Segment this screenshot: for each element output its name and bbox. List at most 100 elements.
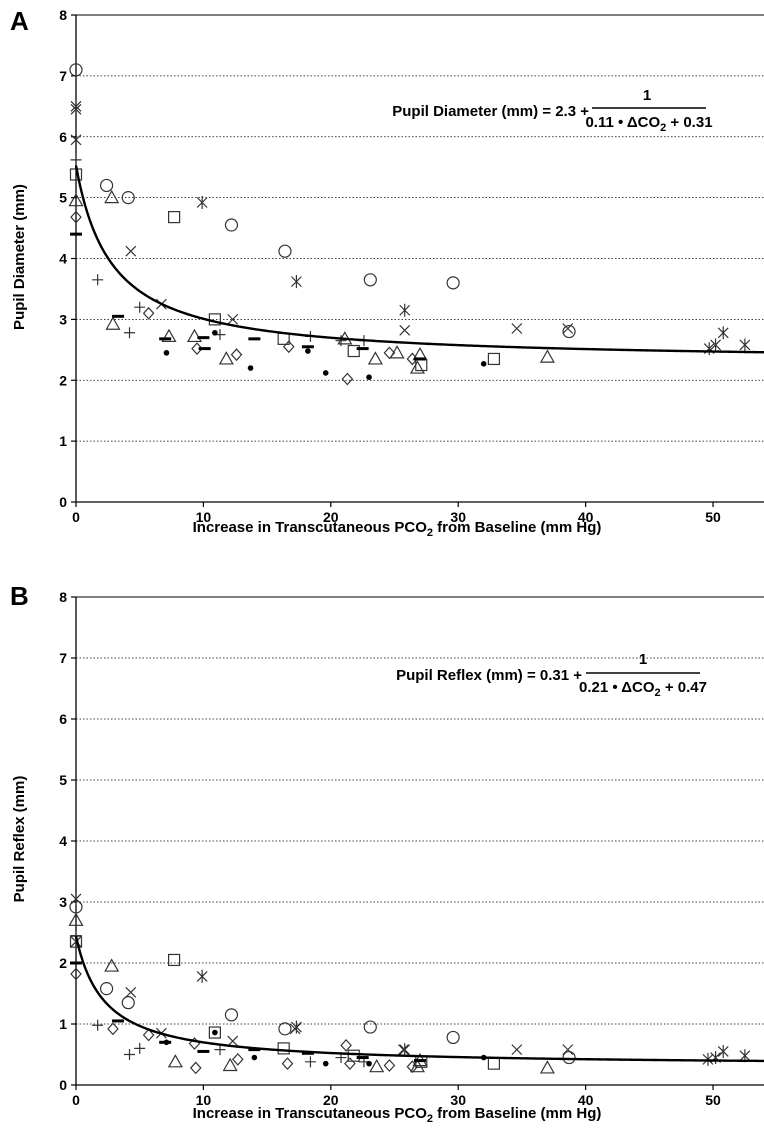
panel-a-y-tick-label-3: 3 (59, 311, 67, 327)
panel-a-point-triangle-17 (105, 316, 121, 330)
panel-a-point-triangle-15 (68, 192, 84, 207)
panel-a-point-plus-53 (124, 327, 136, 339)
panel-a-point-dash-65 (301, 345, 314, 349)
panel-b-point-x-40 (511, 1044, 523, 1056)
panel-b-point-plus-51 (92, 1019, 104, 1031)
panel-a-point-circle-5 (363, 273, 377, 287)
panel-b-point-x-37 (227, 1035, 239, 1047)
panel-a-point-dash-67 (414, 357, 426, 361)
panel-a-point-circle-4 (278, 244, 292, 258)
panel-b-point-star-47 (710, 1051, 722, 1065)
panel-b-point-star-48 (717, 1044, 729, 1058)
panel-a-point-dot-69 (212, 329, 218, 336)
panel-b-point-dash-58 (70, 961, 82, 965)
panel-a-point-triangle-16 (104, 189, 120, 204)
panel-b-x-tick-label-50: 50 (705, 1092, 721, 1108)
panel-a-point-dot-71 (305, 348, 311, 354)
panel-a-x-tick-label-0: 0 (72, 509, 80, 525)
panel-b-x-tick-label-0: 0 (72, 1092, 80, 1108)
panel-b-point-circle-4 (278, 1022, 292, 1036)
panel-a-point-x-36 (70, 134, 82, 146)
panel-b-point-diamond-24 (107, 1022, 119, 1036)
panel-b-y-tick-label-0: 0 (59, 1077, 67, 1093)
panel-b-point-square-12 (347, 1049, 360, 1062)
panel-b-x-tick-label-30: 30 (450, 1092, 466, 1108)
panel-b-equation-denominator: 0.21 • ΔCO2 + 0.47 (579, 679, 707, 699)
panel-a-y-tick-label-6: 6 (59, 129, 67, 145)
panel-a-point-dash-66 (356, 347, 369, 351)
panel-a-point-diamond-32 (341, 372, 354, 386)
panel-b-point-dash-64 (356, 1056, 369, 1060)
panel-a-point-star-46 (399, 303, 411, 317)
panel-b-point-diamond-29 (281, 1057, 294, 1071)
panel-b-x-tick-label-20: 20 (323, 1092, 339, 1108)
panel-a-xlabel: Increase in Transcutaneous PCO2 from Bas… (193, 519, 602, 539)
panel-a-point-diamond-28 (142, 306, 155, 320)
panel-a-point-circle-3 (224, 218, 239, 232)
panel-a-xlabel-sub: 2 (427, 527, 433, 539)
panel-a-point-circle-7 (562, 324, 576, 339)
panel-b-point-plus-54 (214, 1044, 226, 1056)
panel-b-point-triangle-19 (369, 1058, 385, 1073)
panel-b-x-tick-label-10: 10 (196, 1092, 212, 1108)
panel-a-letter: A (10, 6, 29, 36)
panel-a-point-x-41 (511, 323, 523, 334)
panel-b-y-tick-label-6: 6 (59, 711, 67, 727)
panel-b-y-tick-label-5: 5 (59, 772, 67, 788)
panel-b-point-square-9 (168, 953, 181, 967)
panel-b-equation-numerator: 1 (639, 651, 647, 668)
panel-a-point-diamond-30 (230, 348, 243, 362)
panel-a-y-tick-label-7: 7 (59, 68, 67, 84)
panel-b-y-tick-label-7: 7 (59, 650, 67, 666)
panel-b-point-plus-55 (304, 1056, 316, 1068)
panel-a-point-diamond-33 (383, 346, 396, 360)
panel-b-point-dot-69 (322, 1060, 329, 1067)
panel-a-point-triangle-26 (539, 349, 555, 363)
panel-a-point-dash-61 (159, 337, 172, 341)
panel-a-point-dot-72 (322, 370, 329, 376)
panel-a-point-star-49 (717, 326, 729, 340)
panel-b-point-dot-66 (163, 1039, 170, 1046)
panel-a-y-tick-label-5: 5 (59, 190, 67, 206)
panel-b-point-dash-65 (414, 1059, 426, 1063)
panel-b-point-x-41 (562, 1044, 574, 1056)
panel-b-point-circle-3 (224, 1008, 239, 1022)
panel-b-point-diamond-23 (70, 967, 82, 981)
panel-a-point-x-37 (125, 245, 137, 257)
panel-b-point-triangle-17 (167, 1054, 183, 1068)
panel-a-point-circle-2 (121, 191, 135, 205)
panel-b-point-star-42 (70, 892, 82, 906)
panel-b-point-dot-68 (251, 1054, 258, 1061)
panel-b-point-diamond-25 (142, 1028, 155, 1042)
panel-a-x-tick-label-20: 20 (323, 509, 339, 525)
panel-b-point-star-45 (399, 1043, 411, 1057)
panel-b-point-circle-2 (121, 996, 135, 1010)
panel-a-equation: Pupil Diameter (mm) = 2.3 + 1 0.11 • ΔCO… (392, 87, 712, 134)
panel-b-fit-curve (74, 936, 764, 1063)
panel-b-point-dot-67 (212, 1029, 218, 1036)
panel-b-equation-lhs: Pupil Reflex (mm) = 0.31 + (396, 667, 582, 684)
panel-a-y-tick-label-2: 2 (59, 372, 67, 388)
panel-a-equation-numerator: 1 (643, 87, 651, 104)
panel-a-point-triangle-20 (218, 351, 234, 365)
panel-a-y-tick-label-4: 4 (59, 251, 67, 267)
panel-b-point-diamond-31 (344, 1057, 356, 1071)
panel-a-point-plus-51 (70, 154, 82, 166)
panel-b-point-dash-63 (301, 1051, 314, 1055)
panel-a-point-circle-0 (69, 63, 83, 77)
panel-a-point-star-44 (196, 195, 208, 209)
panel-b-y-tick-label-8: 8 (59, 589, 67, 605)
panel-b-point-x-35 (125, 986, 137, 998)
panel-b-point-triangle-16 (104, 958, 120, 972)
panel-a-point-triangle-18 (161, 328, 177, 343)
panel-a-equation-denominator: 0.11 • ΔCO2 + 0.31 (585, 114, 712, 134)
panel-a-point-star-45 (290, 275, 302, 289)
panel-a-point-dash-62 (197, 336, 210, 340)
panel-b-point-x-34 (70, 936, 82, 948)
panel-b-point-diamond-28 (231, 1052, 244, 1066)
panel-b-y-tick-label-4: 4 (59, 833, 67, 849)
panel-a-y-tick-label-0: 0 (59, 494, 67, 510)
panel-a-point-x-42 (562, 323, 574, 334)
panel-b-xlabel: Increase in Transcutaneous PCO2 from Bas… (193, 1105, 602, 1125)
